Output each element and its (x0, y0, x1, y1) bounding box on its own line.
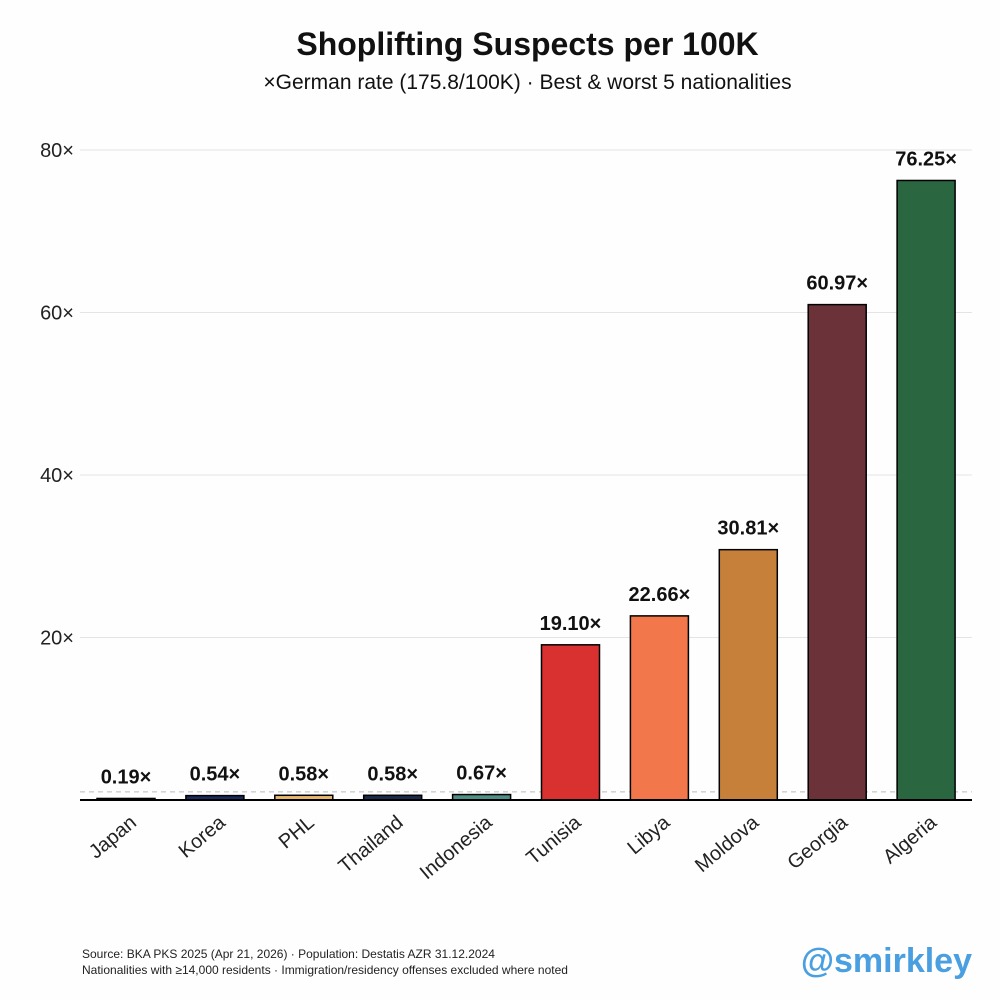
author-watermark: @smirkley (800, 942, 972, 980)
x-tick-label: Korea (175, 811, 231, 863)
methodology-note: Nationalities with ≥14,000 residents · I… (82, 963, 568, 977)
bar (540, 644, 601, 801)
bar (896, 179, 956, 801)
y-tick-label: 40× (40, 465, 74, 487)
value-label: 0.58× (278, 763, 329, 785)
value-label: 0.67× (456, 763, 507, 785)
value-label: 19.10× (540, 613, 602, 635)
x-tick-label: Georgia (783, 811, 852, 874)
value-label: 22.66× (629, 584, 691, 606)
x-tick-label: Libya (623, 811, 674, 859)
x-tick-label: Indonesia (416, 811, 497, 884)
x-tick-label: Thailand (335, 811, 408, 877)
value-label: 60.97× (806, 273, 868, 295)
chart-title: Shoplifting Suspects per 100K (296, 26, 759, 62)
bar (718, 548, 779, 801)
bar-layer (96, 179, 956, 801)
bar (807, 303, 867, 801)
value-label: 0.19× (101, 766, 152, 788)
value-label: 0.54× (190, 764, 241, 786)
y-tick-label: 60× (40, 303, 74, 325)
chart-subtitle: ×German rate (175.8/100K) · Best & worst… (263, 71, 792, 94)
y-tick-label: 20× (40, 628, 74, 650)
x-tick-label: Moldova (691, 811, 764, 877)
source-note: Source: BKA PKS 2025 (Apr 21, 2026) · Po… (82, 947, 495, 961)
value-label: 0.58× (367, 763, 418, 785)
y-tick-label: 80× (40, 140, 74, 162)
label-layer: 0.19× 0.54× 0.58× 0.58× 0.67× 19.10× 22.66× 30.… (101, 148, 957, 788)
x-tick-label: Algeria (879, 811, 942, 868)
value-label: 30.81× (717, 518, 779, 540)
x-tick-label: Japan (85, 811, 141, 863)
value-label: 76.25× (895, 148, 957, 170)
x-tick-label: Tunisia (522, 811, 586, 869)
x-tick-label: PHL (275, 811, 319, 853)
bar (629, 615, 690, 801)
